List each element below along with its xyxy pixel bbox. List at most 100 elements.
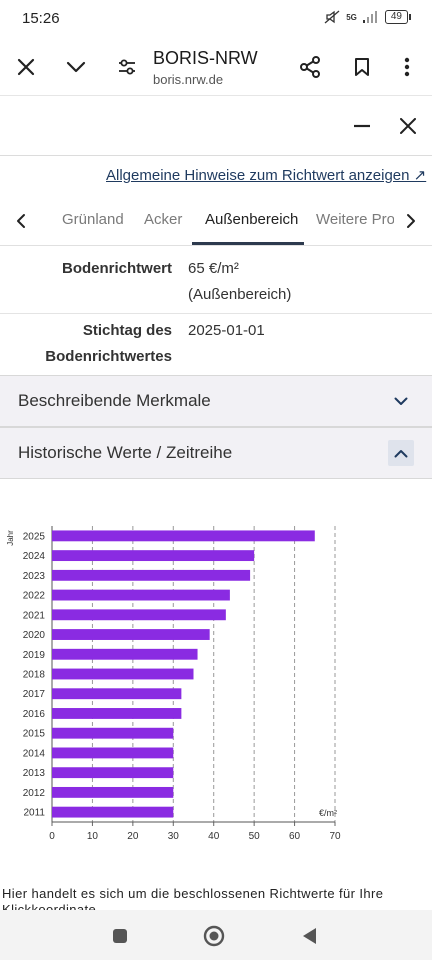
tabs-scroll-right-button[interactable] [398,206,424,236]
bar [52,668,194,680]
chevron-left-icon [17,214,25,228]
recents-button[interactable] [108,924,132,948]
bar [52,550,255,562]
share-button[interactable] [295,52,325,82]
attribute-key-line: Bodenrichtwertes [45,348,172,365]
attribute-value: 65 €/m² (Außenbereich) [188,256,291,308]
x-tick-label: 20 [127,831,139,842]
x-tick-label: 40 [208,831,220,842]
x-tick-label: 50 [249,831,261,842]
bar [52,688,182,700]
tab-aussenbereich[interactable]: Außenbereich [205,211,299,228]
y-tick-label: 2011 [23,808,45,819]
x-tick-label: 60 [289,831,301,842]
accordion-beschreibende-merkmale[interactable]: Beschreibende Merkmale [0,375,432,427]
close-tab-button[interactable] [11,52,41,82]
tab-acker[interactable]: Acker [144,211,183,228]
x-axis-label: €/m² [319,808,337,818]
chevron-down-icon [394,397,408,405]
general-hints-link[interactable]: Allgemeine Hinweise zum Richtwert anzeig… [106,167,427,184]
bar [52,629,210,640]
footnote-text: Hier handelt es sich um die beschlossene… [2,886,384,910]
system-nav-bar [0,910,432,960]
page-url: boris.nrw.de [153,72,224,87]
minimize-tab-button[interactable] [61,52,91,82]
chevron-down-icon [66,61,86,73]
tune-icon [119,59,135,75]
accordion-label: Historische Werte / Zeitreihe [18,443,233,462]
attribute-key-line: Bodenrichtwert [61,260,172,277]
panel-header [0,96,432,156]
x-tick-label: 10 [87,831,99,842]
home-icon [203,925,225,947]
x-tick-label: 0 [49,831,55,842]
close-icon [17,58,35,76]
bar [52,786,174,798]
y-tick-label: 2019 [23,650,46,661]
landuse-tabs: Grünland Acker Außenbereich Weitere Pro [0,196,432,246]
x-tick-label: 70 [329,831,341,842]
attribute-value-line: (Außenbereich) [188,286,292,303]
more-menu-button[interactable] [392,52,422,82]
bar [52,747,174,759]
collapse-button[interactable] [388,440,414,466]
back-icon [303,928,316,944]
home-button[interactable] [202,924,226,948]
site-settings-button[interactable] [112,52,142,82]
network-label: 5G [346,12,357,22]
y-tick-label: 2018 [23,670,46,681]
y-tick-label: 2021 [23,610,46,621]
history-bar-chart: 0 10 20 30 40 50 60 70 2025 2024 2023 2022 2021 2020 2… [6,526,341,842]
y-tick-label: 2017 [23,689,46,700]
attribute-value: 2025-01-01 [188,318,265,344]
page-title: BORIS-NRW [153,48,258,68]
minimize-panel-button[interactable] [347,111,377,141]
y-tick-label: 2015 [23,729,46,740]
bookmark-icon [355,58,369,76]
share-icon [300,56,320,78]
y-tick-label: 2022 [23,591,46,602]
expand-button[interactable] [388,388,414,414]
y-tick-label: 2024 [23,551,46,562]
y-tick-label: 2012 [23,788,46,799]
active-tab-indicator [192,242,304,245]
recents-icon [113,929,127,943]
tabs-scroll-left-button[interactable] [8,206,34,236]
close-icon [400,118,416,134]
y-tick-label: 2016 [23,709,46,720]
back-button[interactable] [297,924,321,948]
chevron-right-icon [407,214,415,228]
bar [52,530,315,542]
attribute-value-line: 2025-01-01 [188,322,265,339]
tab-gruenland[interactable]: Grünland [62,211,124,228]
accordion-historische-werte[interactable]: Historische Werte / Zeitreihe [0,427,432,479]
y-axis-label: Jahr [6,530,15,546]
browser-toolbar: BORIS-NRW boris.nrw.de [0,38,432,96]
bar [52,727,174,739]
bar [52,609,226,621]
bar [52,648,198,660]
signal-icon [362,11,377,23]
attribute-key-line: Stichtag des [82,322,172,339]
attribute-key: Stichtag des Bodenrichtwertes [2,318,172,370]
chevron-up-icon [394,449,408,457]
mute-icon [324,10,340,24]
y-tick-label: 2025 [23,531,46,542]
bar [52,806,174,818]
attribute-value-line: 65 €/m² [188,260,239,277]
attribute-row-stichtag: Stichtag des Bodenrichtwertes 2025-01-01 [0,314,432,376]
y-tick-label: 2023 [23,571,46,582]
bar [52,708,182,719]
bar [52,589,230,601]
y-tick-label: 2014 [23,748,46,759]
bookmark-button[interactable] [347,52,377,82]
attribute-key: Bodenrichtwert [2,256,172,282]
tab-weitere[interactable]: Weitere Pro [316,211,394,228]
minus-icon [354,124,370,128]
battery-icon: 49 [384,10,412,24]
attribute-row-bodenrichtwert: Bodenrichtwert 65 €/m² (Außenbereich) [0,252,432,314]
y-tick-label: 2013 [23,768,46,779]
close-panel-button[interactable] [393,111,423,141]
more-vert-icon [404,57,410,77]
x-tick-label: 30 [168,831,180,842]
